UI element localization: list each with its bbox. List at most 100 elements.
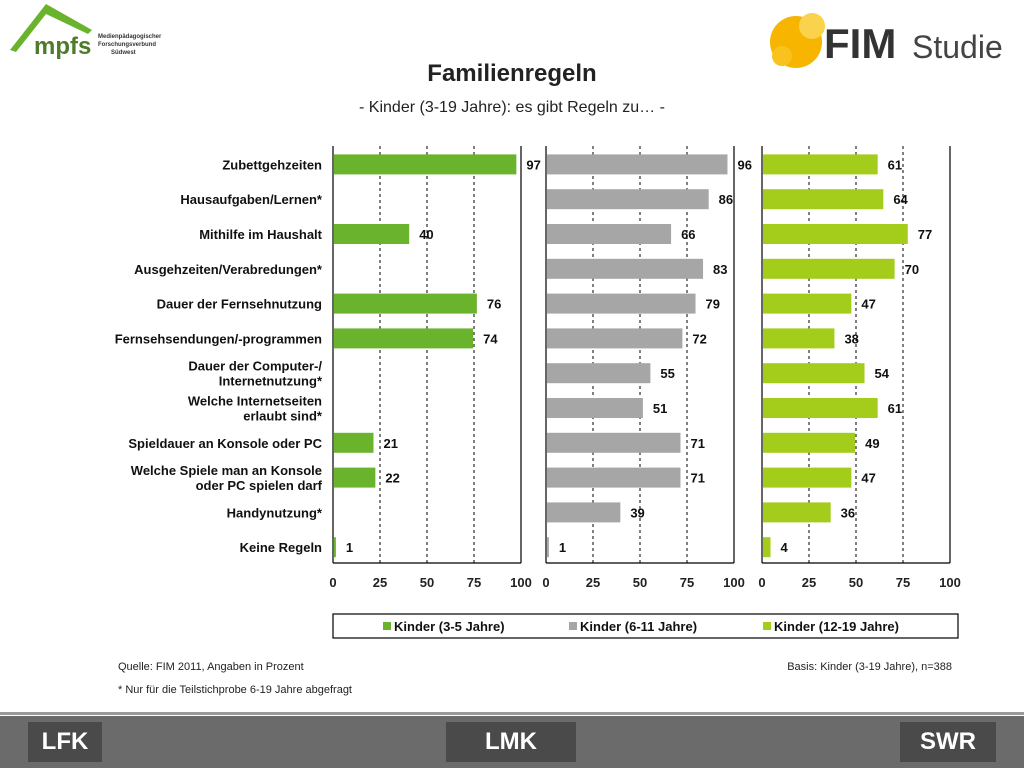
bar: [763, 258, 895, 279]
category-label: erlaubt sind*: [243, 409, 323, 424]
source-note: Quelle: FIM 2011, Angaben in Prozent: [118, 661, 304, 673]
bar: [763, 328, 835, 349]
bar: [547, 467, 681, 488]
data-label: 96: [737, 157, 751, 172]
x-tick-label: 0: [758, 575, 765, 590]
bar: [547, 363, 651, 384]
category-label: Spieldauer an Konsole oder PC: [128, 436, 322, 451]
data-label: 51: [653, 401, 667, 416]
data-label: 74: [483, 331, 498, 346]
bar: [763, 154, 878, 175]
category-label: Zubettgehzeiten: [222, 157, 322, 172]
category-label: Handynutzung*: [227, 505, 323, 520]
mpfs-roof-icon: [10, 4, 92, 52]
bar: [547, 537, 549, 558]
bar: [763, 363, 865, 384]
data-label: 21: [383, 436, 397, 451]
bar: [763, 467, 852, 488]
mpfs-logo-line-2: Forschungsverbund: [98, 42, 156, 48]
bar: [334, 467, 376, 488]
bar: [547, 224, 672, 244]
bar: [334, 293, 477, 314]
x-tick-label: 0: [542, 575, 549, 590]
legend-label: Kinder (3-5 Jahre): [394, 619, 505, 634]
x-tick-label: 25: [586, 575, 600, 590]
data-label: 47: [861, 471, 875, 486]
data-label: 72: [692, 331, 706, 346]
data-label: 66: [681, 227, 695, 242]
x-tick-label: 25: [802, 575, 816, 590]
bar: [763, 293, 852, 314]
data-label: 79: [706, 297, 720, 312]
data-label: 38: [844, 331, 858, 346]
legend-swatch: [763, 622, 771, 630]
sponsor-swr-logo: SWR: [900, 722, 996, 762]
fim-logo-bold: FIM: [824, 20, 896, 67]
category-label: Dauer der Computer-/: [188, 359, 322, 374]
bar: [547, 154, 728, 175]
category-label: Hausaufgaben/Lernen*: [180, 192, 323, 207]
bar-chart: 0 25 50 75 100 0 25 50 75 100 0 25 50 75 100 Zubettgehz…: [115, 146, 961, 639]
mpfs-logo-line-1: Medienpädagogischer: [98, 34, 162, 40]
x-tick-label: 50: [420, 575, 434, 590]
data-label: 71: [690, 436, 704, 451]
data-label: 71: [690, 471, 704, 486]
legend-swatch: [383, 622, 391, 630]
category-label: Internetnutzung*: [219, 374, 323, 389]
bar: [547, 189, 709, 210]
basis-note: Basis: Kinder (3-19 Jahre), n=388: [787, 661, 952, 673]
legend-label: Kinder (12-19 Jahre): [774, 619, 899, 634]
data-label: 49: [865, 436, 879, 451]
data-label: 47: [861, 297, 875, 312]
sponsor-lfk-logo: LFK: [28, 722, 102, 762]
bar: [763, 432, 856, 453]
mpfs-logo: mpfs Medienpädagogischer Forschungsverbu…: [10, 4, 162, 60]
data-label: 86: [719, 192, 733, 207]
category-label: Welche Spiele man an Konsole: [131, 463, 322, 478]
data-label: 70: [905, 262, 919, 277]
bar: [547, 328, 683, 349]
x-tick-label: 75: [680, 575, 694, 590]
bar: [334, 537, 336, 558]
x-tick-label: 100: [723, 575, 745, 590]
x-tick-label: 75: [896, 575, 910, 590]
mpfs-logo-line-3: Südwest: [111, 50, 136, 56]
mpfs-logo-name: mpfs: [34, 33, 91, 60]
data-label: 97: [526, 157, 540, 172]
category-label: Ausgehzeiten/Verabredungen*: [134, 262, 323, 277]
bar: [763, 224, 908, 244]
bar: [763, 537, 771, 558]
bar: [547, 258, 704, 279]
data-label: 4: [781, 540, 789, 555]
category-label: Mithilfe im Haushalt: [199, 227, 322, 242]
data-label: 39: [630, 505, 644, 520]
category-label: Welche Internetseiten: [188, 394, 322, 409]
sponsor-lmk-logo: LMK: [446, 722, 576, 762]
bar: [334, 224, 410, 244]
data-label: 61: [888, 401, 902, 416]
data-label: 36: [841, 505, 855, 520]
bar: [547, 432, 681, 453]
bar: [763, 502, 831, 523]
data-label: 55: [660, 366, 674, 381]
bar: [763, 189, 884, 210]
data-label: 22: [385, 471, 399, 486]
x-tick-label: 25: [373, 575, 387, 590]
legend-swatch: [569, 622, 577, 630]
data-label: 83: [713, 262, 727, 277]
data-label: 61: [888, 157, 902, 172]
x-tick-label: 50: [633, 575, 647, 590]
x-tick-label: 100: [510, 575, 532, 590]
fim-studie-logo: FIM Studie: [770, 13, 1003, 68]
category-label: Fernsehsendungen/-programmen: [115, 331, 322, 346]
footnote: * Nur für die Teilstichprobe 6-19 Jahre …: [118, 684, 352, 696]
bar: [334, 154, 517, 175]
data-label: 54: [875, 366, 890, 381]
category-label: oder PC spielen darf: [196, 478, 323, 493]
data-label: 64: [893, 192, 908, 207]
category-label: Dauer der Fernsehnutzung: [157, 297, 322, 312]
data-label: 77: [918, 227, 932, 242]
x-tick-label: 0: [329, 575, 336, 590]
data-label: 40: [419, 227, 433, 242]
bar: [547, 398, 643, 418]
